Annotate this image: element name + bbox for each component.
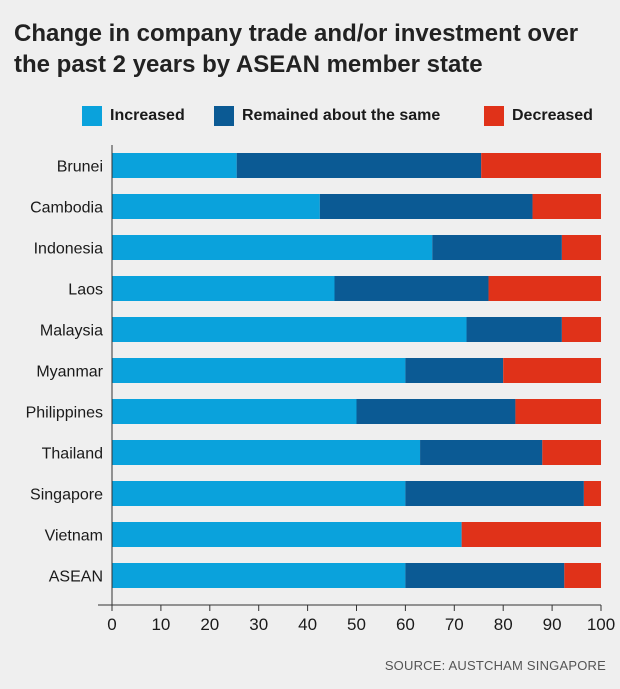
legend-item-decreased: Decreased	[484, 103, 593, 129]
bar-vietnam-decreased	[461, 522, 601, 547]
bar-brunei-increased	[112, 153, 237, 178]
legend-label-decreased: Decreased	[512, 107, 593, 124]
bar-singapore-decreased	[583, 481, 601, 506]
legend-label-increased: Increased	[110, 107, 185, 124]
bar-asean-increased	[112, 563, 406, 588]
category-label-brunei: Brunei	[57, 159, 103, 176]
legend-label-remained: Remained about the same	[242, 107, 441, 124]
bar-malaysia-remained-about-the-same	[466, 317, 562, 342]
x-tick-label-50: 50	[347, 615, 366, 634]
bar-cambodia-increased	[112, 194, 320, 219]
bar-brunei-remained-about-the-same	[236, 153, 482, 178]
bar-indonesia-decreased	[561, 235, 601, 260]
x-tick-label-20: 20	[200, 615, 219, 634]
source-note: SOURCE: AUSTCHAM SINGAPORE	[384, 658, 606, 673]
legend-swatch-remained	[214, 106, 234, 126]
legend-swatch-increased	[82, 106, 102, 126]
bar-singapore-remained-about-the-same	[405, 481, 584, 506]
bar-asean-decreased	[564, 563, 601, 588]
chart-title: Change in company trade and/or investmen…	[14, 20, 579, 78]
legend-swatch-decreased	[484, 106, 504, 126]
legend-item-remained: Remained about the same	[214, 103, 440, 129]
bar-philippines-decreased	[515, 399, 601, 424]
category-label-singapore: Singapore	[30, 487, 103, 504]
category-label-laos: Laos	[68, 282, 103, 299]
x-tick-label-10: 10	[151, 615, 170, 634]
legend-item-increased: Increased	[82, 103, 185, 129]
bar-myanmar-decreased	[503, 358, 601, 383]
bar-thailand-remained-about-the-same	[420, 440, 543, 465]
bar-philippines-remained-about-the-same	[356, 399, 516, 424]
bar-thailand-increased	[112, 440, 421, 465]
bar-myanmar-increased	[112, 358, 406, 383]
x-tick-label-40: 40	[298, 615, 317, 634]
category-label-philippines: Philippines	[26, 405, 103, 422]
category-label-myanmar: Myanmar	[36, 364, 103, 381]
category-label-cambodia: Cambodia	[30, 200, 103, 217]
x-tick-label-70: 70	[445, 615, 464, 634]
category-label-vietnam: Vietnam	[45, 528, 103, 545]
x-tick-label-100: 100	[587, 615, 615, 634]
x-tick-label-60: 60	[396, 615, 415, 634]
bar-philippines-increased	[112, 399, 357, 424]
bar-indonesia-remained-about-the-same	[432, 235, 562, 260]
bar-laos-remained-about-the-same	[334, 276, 489, 301]
bar-cambodia-remained-about-the-same	[319, 194, 533, 219]
x-tick-label-0: 0	[107, 615, 116, 634]
category-label-malaysia: Malaysia	[40, 323, 103, 340]
bar-thailand-decreased	[542, 440, 601, 465]
x-tick-label-80: 80	[494, 615, 513, 634]
bar-vietnam-increased	[112, 522, 462, 547]
bar-laos-decreased	[488, 276, 601, 301]
bar-malaysia-decreased	[561, 317, 601, 342]
bar-laos-increased	[112, 276, 335, 301]
bar-brunei-decreased	[481, 153, 601, 178]
chart-legend: Increased Remained about the same Decrea…	[0, 103, 620, 129]
bar-cambodia-decreased	[532, 194, 601, 219]
category-label-thailand: Thailand	[42, 446, 103, 463]
bar-indonesia-increased	[112, 235, 433, 260]
bar-asean-remained-about-the-same	[405, 563, 565, 588]
x-tick-label-30: 30	[249, 615, 268, 634]
x-tick-label-90: 90	[543, 615, 562, 634]
category-label-asean: ASEAN	[49, 569, 103, 586]
bar-myanmar-remained-about-the-same	[405, 358, 504, 383]
bar-malaysia-increased	[112, 317, 467, 342]
category-label-indonesia: Indonesia	[34, 241, 103, 258]
bar-singapore-increased	[112, 481, 406, 506]
